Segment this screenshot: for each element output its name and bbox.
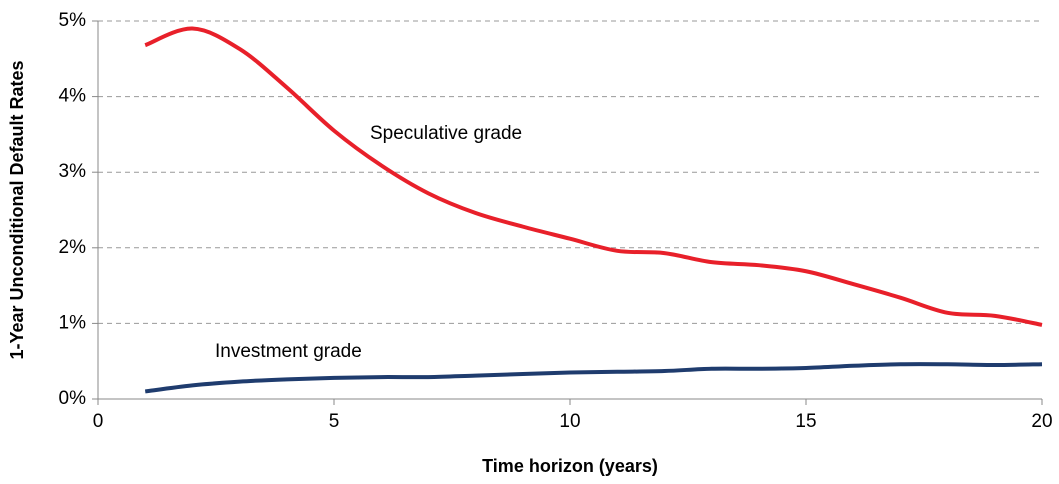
series-line (144, 26, 1043, 327)
y-tick-label: 3% (59, 161, 87, 182)
x-tick-label: 0 (93, 411, 104, 432)
y-tick-label: 4% (59, 86, 87, 107)
series-label: Speculative grade (370, 123, 522, 144)
series-label: Investment grade (215, 341, 362, 362)
x-tick-label: 10 (559, 411, 580, 432)
x-tick-label: 20 (1031, 411, 1052, 432)
x-tick-label: 15 (795, 411, 816, 432)
y-tick-label: 5% (59, 10, 87, 31)
y-tick-label: 0% (59, 388, 87, 409)
y-tick-label: 2% (59, 237, 87, 258)
y-tick-label: 1% (59, 312, 87, 333)
y-axis-title: 1-Year Unconditional Default Rates (7, 60, 27, 359)
x-axis-title: Time horizon (years) (482, 456, 658, 476)
x-tick-label: 5 (329, 411, 340, 432)
series-line (144, 362, 1043, 394)
